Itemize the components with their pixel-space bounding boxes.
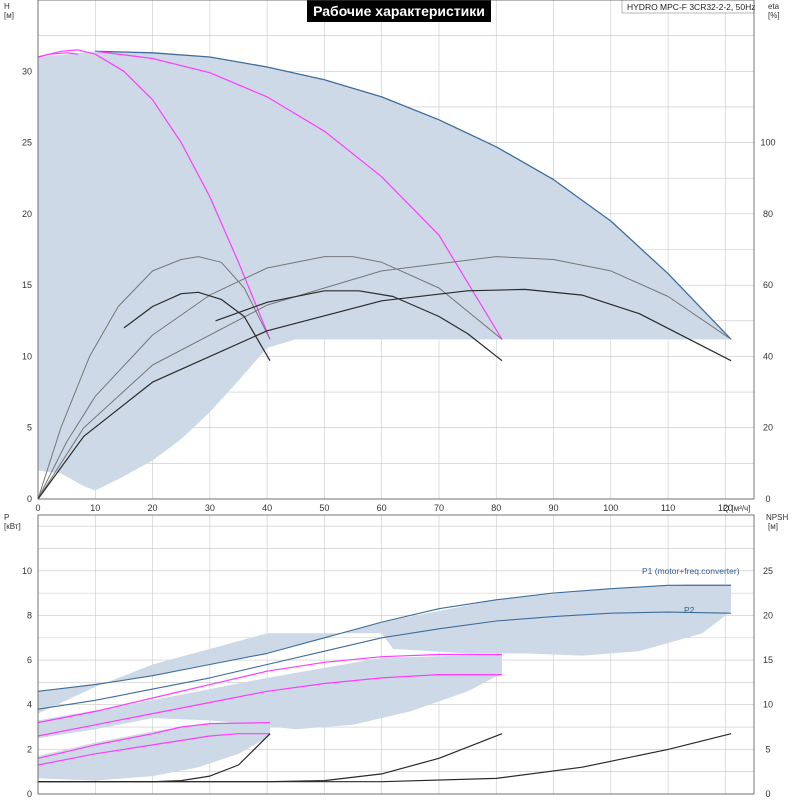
y2-tick-label: 0	[765, 494, 770, 504]
npsh-axis-label-symbol: NPSH	[766, 513, 788, 522]
y2-tick-label: 0	[765, 789, 770, 799]
curve-eff-dark	[123, 291, 271, 362]
eta-axis-label-unit: [%]	[768, 11, 780, 20]
y-tick-label: 25	[22, 138, 32, 148]
x-tick-label: 70	[434, 503, 444, 513]
x-tick-label: 100	[603, 503, 618, 513]
curve-eff-gray	[37, 256, 732, 500]
npsh-axis-label-unit: [м]	[768, 522, 778, 531]
y-tick-label: 15	[22, 280, 32, 290]
x-tick-label: 0	[35, 503, 40, 513]
y-tick-label: 0	[27, 494, 32, 504]
curve-eff-dark	[215, 290, 503, 362]
power-axis-label-symbol: P	[4, 513, 9, 522]
y-tick-label: 0	[27, 789, 32, 799]
head-panel-frame	[37, 0, 755, 500]
x-tick-label: 10	[90, 503, 100, 513]
curve-p-blue	[37, 584, 732, 692]
x-tick-label: 120	[718, 503, 733, 513]
y2-tick-label: 40	[763, 351, 773, 361]
curve-magenta	[37, 674, 502, 737]
y-tick-label: 8	[27, 610, 32, 620]
y2-tick-label: 5	[765, 744, 770, 754]
x-tick-label: 20	[148, 503, 158, 513]
y2-tick-label: 15	[763, 655, 773, 665]
p2-series-label: P2	[684, 605, 695, 615]
curve-eff-dark	[38, 733, 732, 783]
y-tick-label: 6	[27, 655, 32, 665]
chart-title: Рабочие характеристики	[313, 3, 485, 19]
x-tick-label: 60	[377, 503, 387, 513]
flow-axis-label: Q [м³/ч]	[723, 504, 750, 513]
x-tick-label: 50	[319, 503, 329, 513]
line-layer	[37, 49, 732, 783]
x-tick-label: 30	[205, 503, 215, 513]
head-axis-label-symbol: H	[4, 2, 10, 11]
curve-p-blue	[37, 611, 732, 710]
y-tick-label: 10	[22, 351, 32, 361]
curve-eff-gray	[37, 256, 503, 500]
x-tick-label: 80	[491, 503, 501, 513]
head-axis-label-unit: [м]	[4, 11, 14, 20]
curve-magenta	[95, 50, 503, 340]
curve-magenta	[37, 49, 271, 340]
y2-tick-label: 80	[763, 209, 773, 219]
operating-range-area	[38, 722, 270, 781]
y2-tick-label: 100	[760, 138, 775, 148]
curve-magenta	[37, 722, 271, 759]
y-tick-label: 5	[27, 423, 32, 433]
curve-eff-dark	[37, 288, 732, 500]
y2-tick-label: 20	[763, 610, 773, 620]
x-tick-label: 110	[661, 503, 675, 513]
band-layer	[38, 51, 732, 781]
p1-series-label: P1 (motor+freq.converter)	[642, 566, 740, 576]
power-panel-frame	[37, 514, 755, 795]
curve-magenta	[37, 733, 270, 766]
y2-tick-label: 20	[763, 423, 773, 433]
model-label: HYDRO MPC-F 3CR32-2-2, 50Hz	[627, 2, 755, 12]
y-tick-label: 30	[22, 66, 32, 76]
tick-layer: 0510152025300204060801000246810051015202…	[22, 66, 776, 799]
y2-tick-label: 60	[763, 280, 773, 290]
y-tick-label: 4	[27, 700, 32, 710]
y-tick-label: 2	[27, 744, 32, 754]
title-background	[307, 0, 491, 22]
y-tick-label: 10	[22, 566, 32, 576]
y-tick-label: 20	[22, 209, 32, 219]
curve-max-curve	[95, 50, 732, 340]
curve-magenta	[37, 52, 79, 58]
x-tick-label: 90	[549, 503, 559, 513]
power-axis-label-unit: [кВт]	[4, 522, 21, 531]
eta-axis-label-symbol: eta	[768, 2, 780, 11]
y2-tick-label: 10	[763, 700, 773, 710]
y2-tick-label: 25	[763, 566, 773, 576]
operating-range-area	[38, 654, 502, 739]
curve-magenta	[37, 653, 502, 724]
x-tick-label: 40	[262, 503, 272, 513]
curve-eff-gray	[37, 256, 271, 500]
